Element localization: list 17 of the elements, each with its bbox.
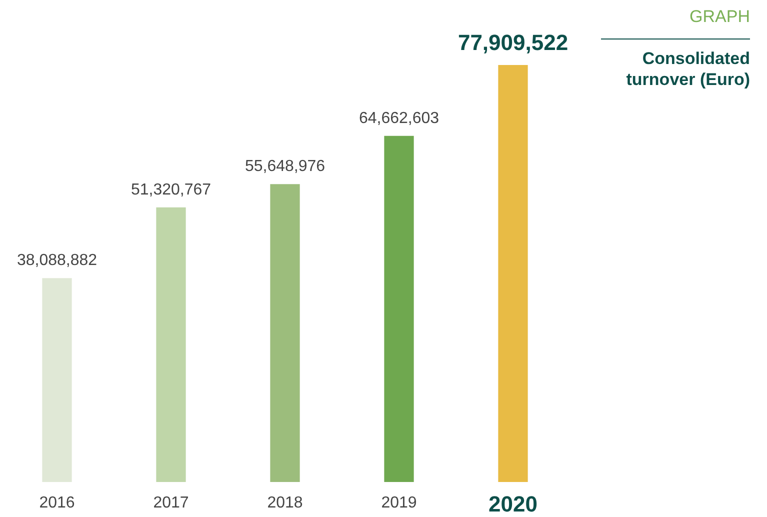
x-tick-label: 2019 xyxy=(381,494,417,512)
bar xyxy=(384,136,414,482)
x-tick-label: 2018 xyxy=(267,494,303,512)
text: GRAPH xyxy=(690,7,750,26)
data-label: 64,662,603 xyxy=(358,110,440,127)
data-label: 77,909,522 xyxy=(458,30,568,55)
bar xyxy=(42,278,72,482)
data-label: 51,320,767 xyxy=(130,181,212,198)
text: Consolidated turnover (Euro) xyxy=(626,49,750,89)
bar xyxy=(156,207,186,482)
data-label: 55,648,976 xyxy=(244,158,326,176)
bar xyxy=(498,65,528,482)
data-label: 38,088,882 xyxy=(16,252,98,270)
x-tick-label: 2017 xyxy=(153,494,189,512)
bar xyxy=(270,184,300,482)
x-tick-label: 2020 xyxy=(488,492,538,516)
x-tick-label: 2016 xyxy=(39,494,75,512)
